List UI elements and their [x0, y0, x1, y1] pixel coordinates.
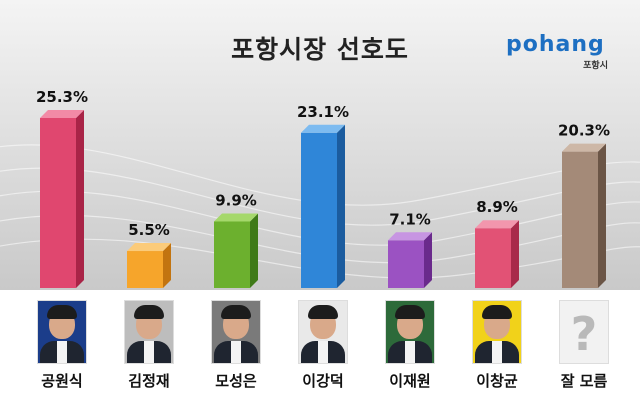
pohang-logo: pohang 포항시	[506, 32, 614, 74]
bar-side	[76, 110, 84, 288]
bar-front	[301, 132, 337, 288]
candidate-photo	[37, 300, 87, 364]
candidate-4: 이강덕	[288, 300, 358, 391]
candidate-photo	[298, 300, 348, 364]
bar-top	[301, 124, 345, 133]
candidate-3: 모성은	[201, 300, 271, 391]
bar-5: 7.1%	[388, 210, 432, 288]
candidate-name: 잘 모름	[560, 372, 608, 390]
bar-value-label: 20.3%	[558, 122, 610, 140]
candidate-name: 김정재	[128, 372, 170, 390]
candidate-2: 김정재	[114, 300, 184, 391]
logo-subtitle: 포항시	[583, 61, 608, 71]
bar-side	[598, 143, 606, 288]
candidate-name: 모성은	[215, 372, 257, 390]
bar-2: 5.5%	[127, 221, 171, 288]
bar-value-label: 7.1%	[389, 210, 431, 228]
candidate-photo	[211, 300, 261, 364]
bar-side	[250, 213, 258, 288]
bar-top	[127, 243, 171, 252]
candidate-name: 이창균	[476, 372, 518, 390]
candidate-6: 이창균	[462, 300, 532, 391]
candidate-name: 이재원	[389, 372, 431, 390]
candidate-photo	[385, 300, 435, 364]
bar-front	[388, 240, 424, 288]
bar-side	[337, 124, 345, 288]
bar-top	[40, 110, 84, 118]
bar-1: 25.3%	[36, 88, 88, 288]
bar-value-label: 23.1%	[297, 103, 349, 121]
candidate-name: 이강덕	[302, 372, 344, 390]
bar-top	[388, 232, 432, 241]
bar-top	[562, 143, 606, 152]
question-mark-icon: ?	[559, 300, 609, 364]
bar-front	[214, 221, 250, 288]
candidate-name: 공원식	[41, 372, 83, 390]
candidate-7: ? 잘 모름	[549, 300, 619, 391]
bar-side	[163, 243, 171, 288]
chart-title: 포항시장 선호도	[231, 35, 409, 64]
bars-layer: 25.3% 5.5% 9.9% 23.1% 7.1% 8.9% 20.3%	[36, 88, 610, 288]
candidate-5: 이재원	[375, 300, 445, 391]
bar-front	[562, 151, 598, 288]
bar-6: 8.9%	[475, 198, 519, 288]
candidate-1: 공원식	[27, 300, 97, 391]
bar-front	[127, 251, 163, 288]
candidate-photo	[124, 300, 174, 364]
bar-3: 9.9%	[214, 191, 258, 288]
bar-value-label: 25.3%	[36, 88, 88, 106]
bar-value-label: 9.9%	[215, 191, 257, 209]
bar-value-label: 5.5%	[128, 221, 170, 239]
bar-4: 23.1%	[297, 103, 349, 288]
bar-value-label: 8.9%	[476, 198, 518, 216]
bar-side	[511, 220, 519, 288]
bar-front	[40, 118, 76, 288]
logo-wordmark: pohang	[506, 32, 605, 57]
bar-top	[475, 220, 519, 229]
bar-7: 20.3%	[558, 122, 610, 288]
candidate-photo	[472, 300, 522, 364]
bar-front	[475, 228, 511, 288]
bar-side	[424, 232, 432, 288]
bar-top	[214, 213, 258, 222]
